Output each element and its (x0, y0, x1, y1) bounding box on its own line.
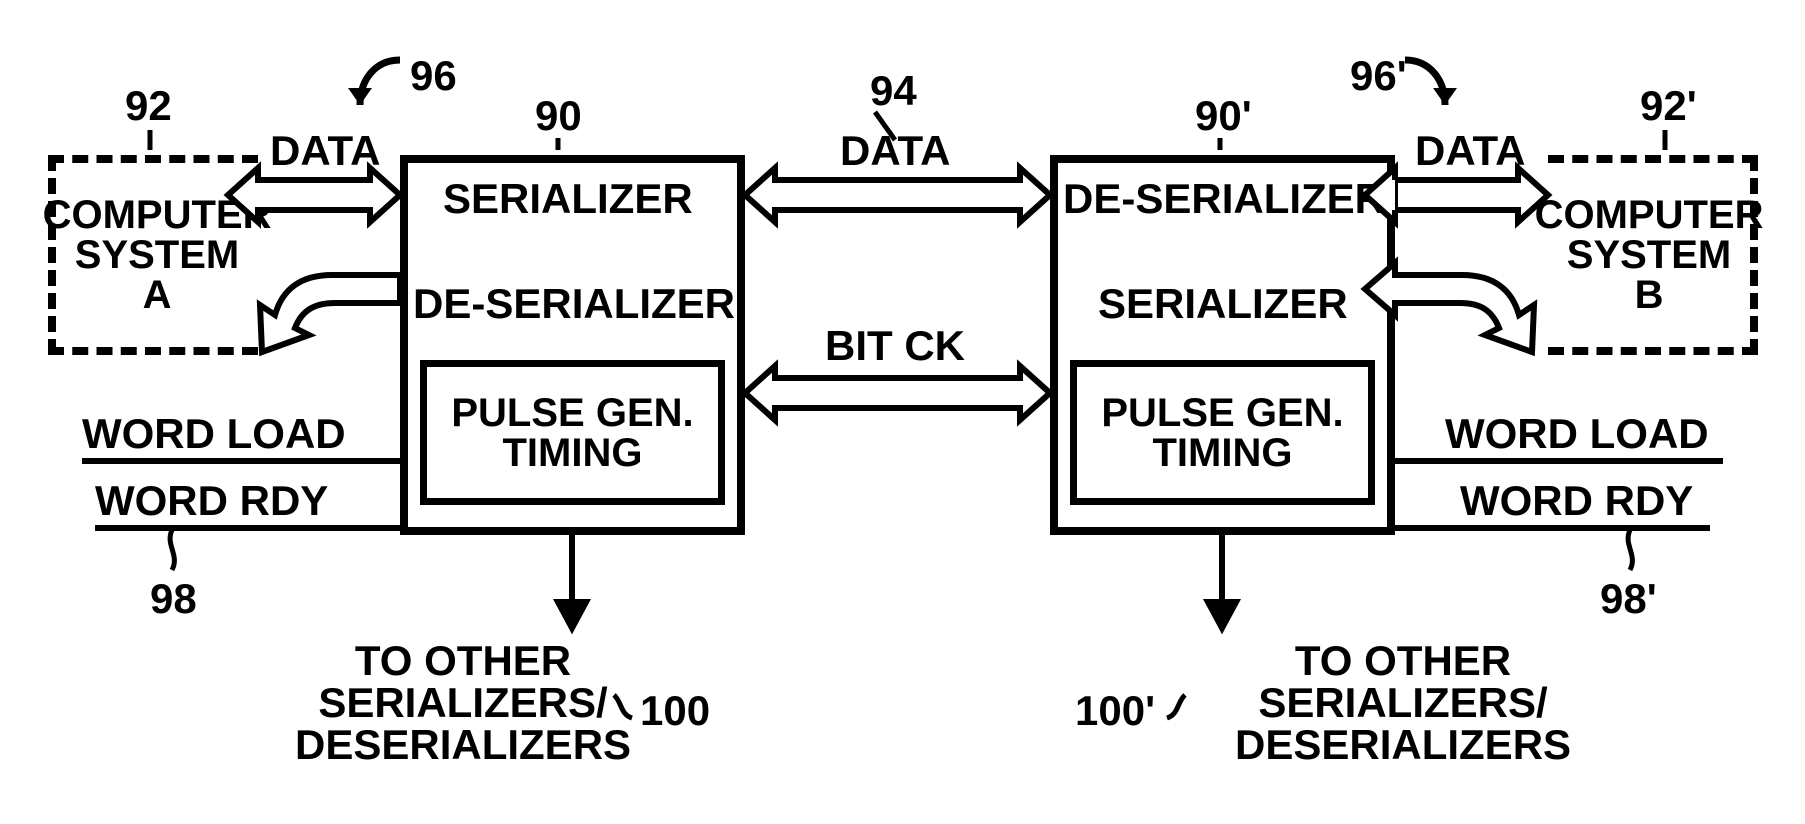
wordrdy-l: WORD RDY (95, 480, 328, 522)
toother-r: TO OTHER SERIALIZERS/ DESERIALIZERS (1235, 640, 1571, 766)
wordrdy-line-r (1395, 525, 1710, 531)
data-label-l: DATA (270, 130, 380, 172)
wordrdy-r: WORD RDY (1460, 480, 1693, 522)
ref-100p: 100' (1075, 690, 1155, 732)
ref-98p: 98' (1600, 578, 1657, 620)
wordload-r: WORD LOAD (1445, 413, 1709, 455)
wordrdy-line-l (95, 525, 400, 531)
bitck-label: BIT CK (825, 325, 965, 367)
ref-100: 100 (640, 690, 710, 732)
wordload-line-r (1395, 458, 1723, 464)
wordload-l: WORD LOAD (82, 413, 346, 455)
ref-98: 98 (150, 578, 197, 620)
diagram-stage: 92 96 90 94 90' 96' 92' COMPUTER SYSTEM … (0, 0, 1805, 824)
wordload-line-l (82, 458, 400, 464)
data-label-m: DATA (840, 130, 950, 172)
data-label-r: DATA (1415, 130, 1525, 172)
toother-l: TO OTHER SERIALIZERS/ DESERIALIZERS (295, 640, 631, 766)
